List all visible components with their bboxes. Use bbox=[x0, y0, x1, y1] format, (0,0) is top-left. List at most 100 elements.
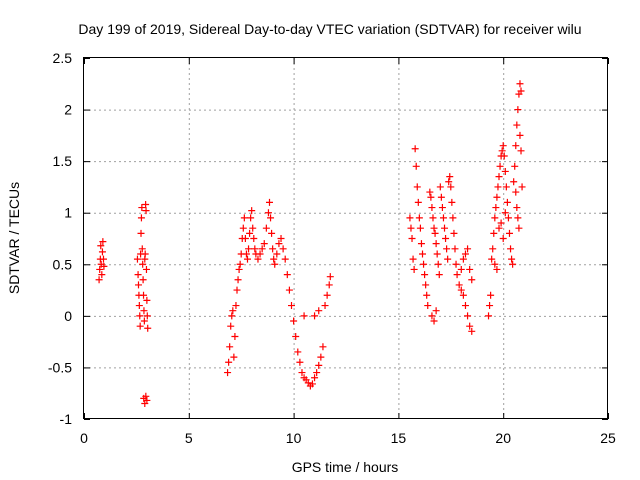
data-point bbox=[428, 204, 436, 212]
data-point bbox=[432, 307, 440, 315]
data-point bbox=[277, 235, 285, 242]
data-point bbox=[95, 276, 103, 284]
data-point bbox=[294, 348, 302, 356]
data-point bbox=[134, 271, 142, 279]
data-point bbox=[409, 255, 417, 263]
data-point bbox=[452, 260, 460, 268]
y-tick-label: -0.5 bbox=[48, 359, 72, 375]
data-point bbox=[500, 152, 508, 160]
data-point bbox=[430, 224, 438, 232]
data-point bbox=[501, 209, 509, 217]
data-point bbox=[317, 353, 325, 361]
data-point bbox=[514, 214, 522, 222]
data-point bbox=[225, 358, 233, 366]
data-point bbox=[242, 250, 250, 258]
data-point bbox=[142, 265, 150, 273]
data-point bbox=[134, 281, 142, 289]
data-point bbox=[140, 307, 148, 315]
data-point bbox=[246, 229, 254, 237]
data-point bbox=[439, 214, 447, 222]
data-point bbox=[140, 291, 148, 299]
data-point bbox=[489, 245, 497, 253]
data-point bbox=[142, 200, 150, 208]
data-point bbox=[99, 255, 107, 263]
data-point bbox=[230, 353, 238, 361]
data-point bbox=[313, 369, 321, 377]
data-point bbox=[249, 224, 257, 232]
x-tick-label: 20 bbox=[495, 430, 511, 446]
data-point bbox=[512, 188, 520, 196]
data-point bbox=[499, 235, 507, 242]
data-point bbox=[250, 235, 258, 242]
data-point bbox=[283, 271, 291, 279]
data-point bbox=[315, 307, 323, 315]
data-point bbox=[502, 183, 510, 191]
axis-ticks bbox=[84, 58, 609, 420]
data-point bbox=[449, 214, 457, 222]
data-point bbox=[308, 380, 316, 388]
x-tick-label: 15 bbox=[391, 430, 407, 446]
data-point bbox=[446, 173, 454, 181]
data-point bbox=[447, 183, 455, 191]
data-point bbox=[468, 276, 476, 284]
data-point bbox=[507, 245, 515, 253]
data-point bbox=[437, 193, 445, 201]
data-point bbox=[501, 167, 509, 175]
data-point bbox=[451, 245, 459, 253]
y-tick-label: 1.5 bbox=[53, 153, 73, 169]
data-point bbox=[251, 245, 259, 253]
data-point bbox=[232, 302, 240, 310]
data-point bbox=[464, 312, 472, 320]
data-point bbox=[319, 343, 327, 351]
data-point bbox=[228, 312, 236, 320]
data-point bbox=[516, 80, 524, 88]
data-point bbox=[494, 183, 502, 191]
data-point bbox=[254, 255, 262, 263]
data-point bbox=[453, 271, 461, 279]
data-point bbox=[270, 255, 278, 263]
data-point bbox=[509, 260, 517, 268]
data-point bbox=[311, 312, 319, 320]
data-point bbox=[493, 193, 501, 201]
data-point bbox=[468, 327, 476, 335]
data-point bbox=[136, 312, 144, 320]
data-point bbox=[426, 188, 434, 196]
data-point bbox=[487, 291, 495, 299]
data-point bbox=[300, 312, 308, 320]
data-point bbox=[497, 219, 505, 227]
data-point bbox=[441, 224, 449, 232]
y-tick-labels: -1 -0.5 0 0.5 1 1.5 2 2.5 bbox=[48, 50, 72, 427]
data-point bbox=[262, 224, 270, 232]
x-tick-label: 0 bbox=[80, 430, 88, 446]
data-point bbox=[233, 286, 241, 294]
x-tick-label: 25 bbox=[600, 430, 616, 446]
data-point bbox=[407, 224, 415, 232]
data-point bbox=[96, 265, 104, 273]
data-point bbox=[234, 276, 242, 284]
data-point bbox=[285, 286, 293, 294]
data-point bbox=[406, 214, 414, 222]
data-point bbox=[461, 250, 469, 258]
data-point bbox=[517, 87, 525, 95]
data-point bbox=[269, 245, 277, 253]
data-point bbox=[224, 369, 232, 377]
data-points bbox=[95, 80, 526, 408]
data-point bbox=[421, 271, 429, 279]
data-point bbox=[485, 312, 493, 320]
data-point bbox=[457, 265, 465, 273]
y-tick-label: 0 bbox=[64, 308, 72, 324]
data-point bbox=[417, 240, 425, 248]
data-point bbox=[144, 324, 152, 332]
data-point bbox=[492, 204, 500, 212]
x-tick-label: 10 bbox=[286, 430, 302, 446]
data-point bbox=[411, 145, 419, 153]
data-point bbox=[517, 147, 525, 155]
data-point bbox=[430, 317, 438, 325]
data-point bbox=[311, 374, 319, 382]
data-point bbox=[466, 322, 474, 330]
data-point bbox=[137, 214, 145, 222]
data-point bbox=[466, 265, 474, 273]
data-point bbox=[98, 271, 106, 279]
data-point bbox=[142, 207, 150, 215]
